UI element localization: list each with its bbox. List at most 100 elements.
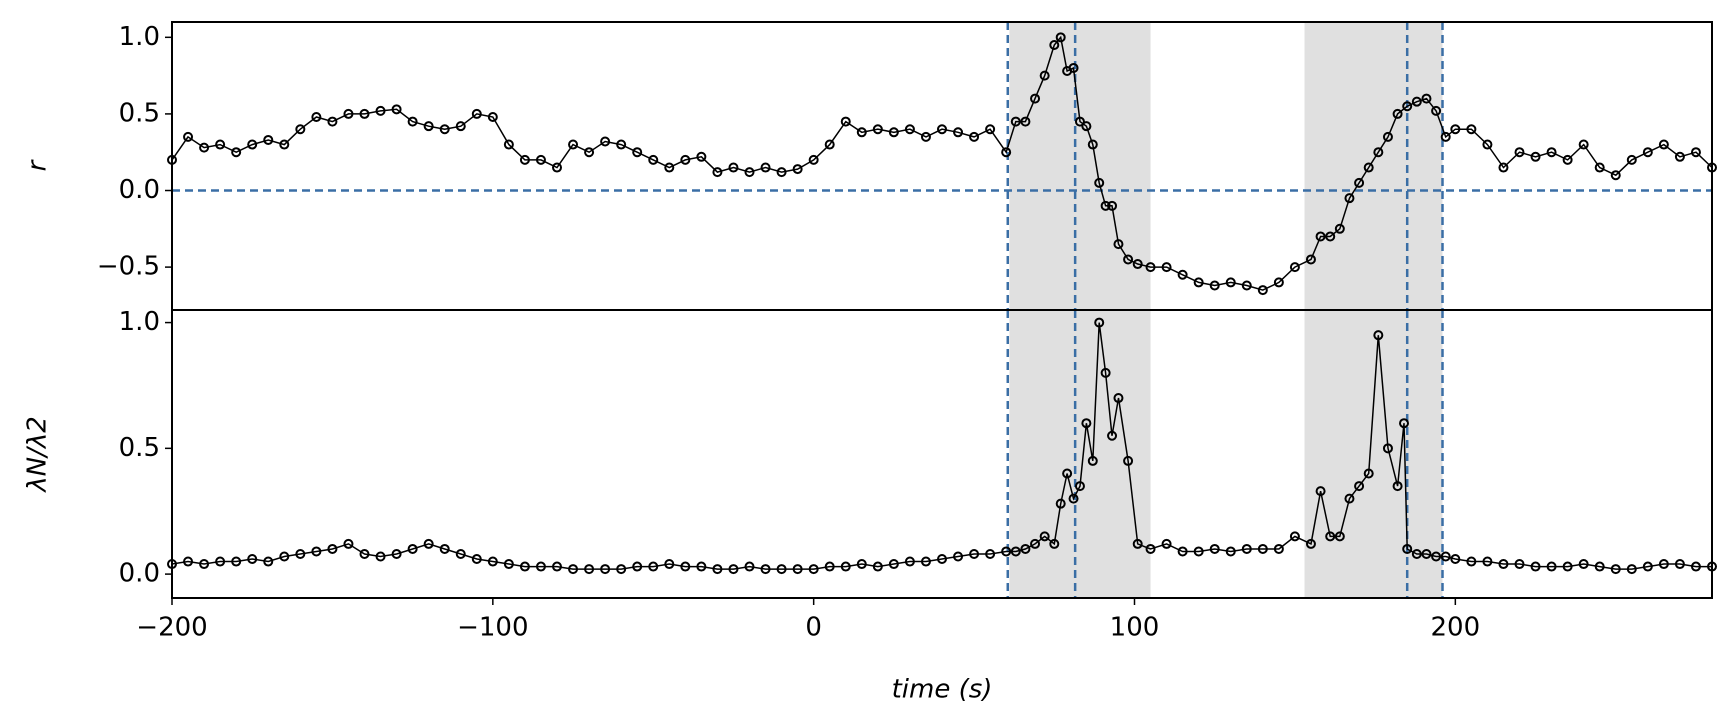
- point: [760, 564, 771, 575]
- point: [295, 124, 306, 135]
- point: [1241, 280, 1252, 291]
- point: [937, 124, 947, 135]
- point: [1289, 531, 1300, 542]
- point: [1010, 116, 1021, 127]
- point: [1530, 561, 1541, 572]
- point: [1161, 538, 1172, 549]
- point: [1399, 418, 1409, 429]
- point: [391, 548, 402, 559]
- point: [407, 116, 418, 127]
- x-tick-label: 0: [805, 613, 822, 643]
- y-tick-label: 0.5: [119, 433, 160, 463]
- point: [1068, 62, 1079, 73]
- point: [1466, 556, 1477, 567]
- point: [311, 111, 322, 122]
- point: [487, 556, 498, 567]
- point: [1055, 32, 1066, 43]
- point: [1081, 121, 1092, 132]
- point: [439, 124, 450, 135]
- point: [985, 548, 996, 559]
- point: [247, 139, 258, 150]
- point: [664, 162, 675, 173]
- point: [1123, 455, 1134, 466]
- point: [263, 556, 274, 567]
- point: [1382, 131, 1393, 142]
- point: [856, 559, 867, 570]
- point: [1113, 393, 1124, 404]
- point: [439, 543, 450, 554]
- point: [183, 131, 194, 142]
- point: [311, 546, 322, 557]
- point: [231, 147, 242, 158]
- point: [744, 167, 755, 178]
- point: [872, 124, 883, 135]
- point: [969, 131, 980, 142]
- point: [792, 564, 803, 575]
- point: [728, 564, 739, 575]
- point: [584, 564, 595, 575]
- point: [407, 543, 418, 554]
- point: [664, 559, 675, 570]
- point: [1257, 543, 1268, 554]
- point: [953, 127, 964, 138]
- point: [471, 108, 482, 119]
- x-tick-label: 100: [1110, 613, 1160, 643]
- series-line: [171, 322, 1712, 570]
- shaded-span: [1009, 310, 1151, 598]
- point: [1402, 543, 1413, 554]
- point: [1055, 498, 1066, 509]
- point: [1305, 254, 1316, 265]
- x-tick-label: 200: [1431, 613, 1481, 643]
- point: [1193, 277, 1204, 288]
- point: [1642, 561, 1653, 572]
- point: [1062, 468, 1073, 479]
- point: [1530, 151, 1541, 162]
- point: [1145, 543, 1156, 554]
- point: [1363, 468, 1374, 479]
- point: [760, 162, 771, 173]
- point: [535, 154, 546, 165]
- point: [1562, 561, 1573, 572]
- point: [471, 554, 482, 565]
- point: [568, 139, 579, 150]
- point: [1466, 124, 1477, 135]
- point: [680, 561, 691, 572]
- point: [1001, 147, 1012, 158]
- point: [1273, 277, 1284, 288]
- point: [1107, 200, 1118, 211]
- point: [535, 561, 546, 572]
- y-tick-label: 1.0: [119, 22, 160, 52]
- point: [343, 108, 354, 119]
- point: [1068, 493, 1079, 504]
- point: [953, 551, 964, 562]
- point: [1100, 200, 1111, 211]
- point: [856, 127, 867, 138]
- point: [1626, 564, 1637, 575]
- point: [616, 564, 627, 575]
- point: [600, 564, 611, 575]
- point: [1305, 538, 1316, 549]
- point: [632, 561, 643, 572]
- point: [616, 139, 627, 150]
- point: [920, 556, 931, 567]
- point: [696, 151, 707, 162]
- point: [632, 147, 643, 158]
- point: [1074, 481, 1085, 492]
- point: [375, 551, 386, 562]
- point: [1354, 177, 1365, 188]
- point: [1578, 559, 1589, 570]
- point: [552, 162, 562, 173]
- point: [1107, 430, 1118, 441]
- point: [969, 548, 980, 559]
- point: [1325, 231, 1336, 242]
- point: [1049, 538, 1060, 549]
- point: [920, 131, 931, 142]
- point: [1177, 269, 1188, 280]
- point: [1325, 531, 1336, 542]
- point: [680, 154, 691, 165]
- point: [359, 548, 370, 559]
- point: [1382, 443, 1393, 454]
- point: [1039, 531, 1050, 542]
- point: [423, 538, 434, 549]
